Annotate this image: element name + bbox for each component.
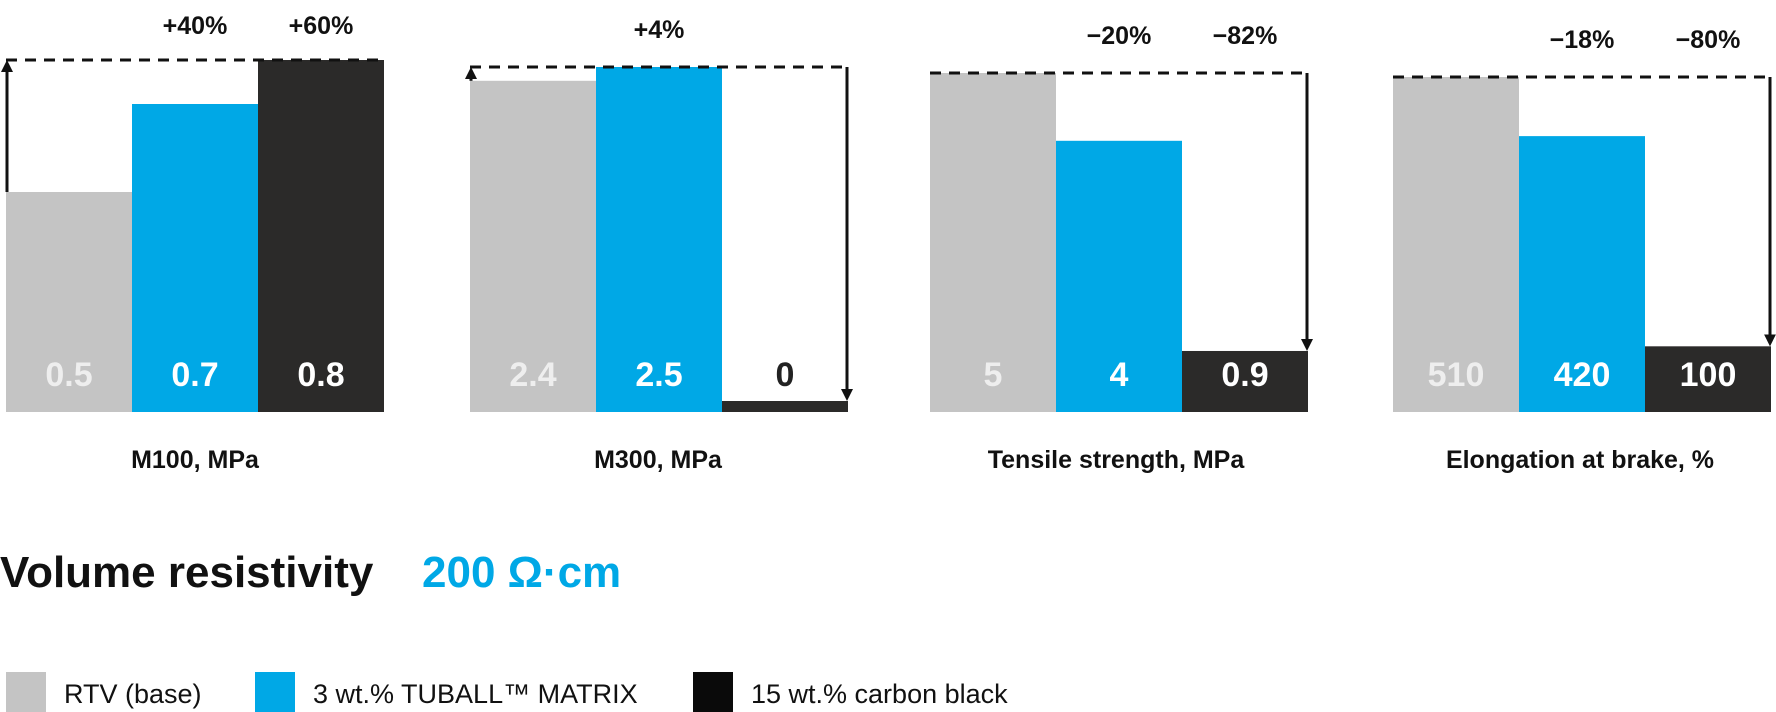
change-percent-label: −20% [1087, 22, 1152, 50]
bar-rtv-base [1393, 77, 1519, 412]
chart-panel: 5 4 0.9 −20% −82% Tensile strength, MPa [930, 22, 1313, 474]
bar-value-label: 0.7 [171, 356, 218, 394]
bar-tuball-matrix [1519, 136, 1645, 412]
bar-value-label: 0.8 [297, 356, 344, 394]
legend-label: RTV (base) [64, 679, 202, 709]
bar-rtv-base [470, 80, 596, 413]
bar-value-label: 4 [1110, 356, 1129, 394]
bar-rtv-base [930, 73, 1056, 412]
change-percent-label: +4% [634, 16, 685, 44]
bar-value-label: 2.4 [509, 356, 556, 394]
change-percent-label: −18% [1550, 26, 1615, 54]
panel-title: Tensile strength, MPa [988, 446, 1246, 474]
legend: RTV (base) 3 wt.% TUBALL™ MATRIX 15 wt.% c… [6, 672, 1008, 712]
bar-value-label: 5 [984, 356, 1003, 394]
change-percent-label: −80% [1676, 26, 1741, 54]
volume-resistivity-value: 200 Ω·cm [422, 548, 621, 597]
bar-value-label: 0.9 [1221, 356, 1268, 394]
panel-title: M300, MPa [594, 446, 723, 474]
bar-chart-panels: 0.5 0.7 0.8 +40% +60% M100, MPa 2.4 2.5 0 +4% M300… [1, 12, 1776, 474]
change-percent-label: −82% [1213, 22, 1278, 50]
bar-value-label: 510 [1428, 356, 1485, 394]
chart-panel: 510 420 100 −18% −80% Elongation at brake, % [1393, 26, 1776, 474]
chart-panel: 2.4 2.5 0 +4% M300, MPa [465, 16, 853, 474]
bar-tuball-matrix [132, 104, 258, 412]
panel-title: M100, MPa [131, 446, 260, 474]
legend-swatch [693, 672, 733, 712]
legend-swatch [6, 672, 46, 712]
volume-resistivity-label: Volume resistivity [0, 548, 374, 597]
legend-label: 15 wt.% carbon black [751, 679, 1008, 709]
bar-rtv-base [6, 192, 132, 412]
bar-value-label: 2.5 [635, 356, 682, 394]
bar-tuball-matrix [596, 67, 722, 412]
bar-value-label: 420 [1554, 356, 1611, 394]
panel-title: Elongation at brake, % [1446, 446, 1714, 474]
bar-tuball-matrix [1056, 140, 1182, 413]
chart-panel: 0.5 0.7 0.8 +40% +60% M100, MPa [1, 12, 384, 474]
legend-swatch [255, 672, 295, 712]
bar-value-label: 0.5 [45, 356, 92, 394]
bar-carbon-black [1182, 350, 1308, 412]
bar-carbon-black [722, 401, 848, 412]
legend-label: 3 wt.% TUBALL™ MATRIX [313, 679, 638, 709]
change-percent-label: +40% [163, 12, 228, 40]
bar-carbon-black [258, 60, 384, 412]
bar-value-label: 0 [776, 356, 795, 394]
bar-carbon-black [1645, 346, 1771, 412]
change-percent-label: +60% [289, 12, 354, 40]
bar-value-label: 100 [1680, 356, 1737, 394]
